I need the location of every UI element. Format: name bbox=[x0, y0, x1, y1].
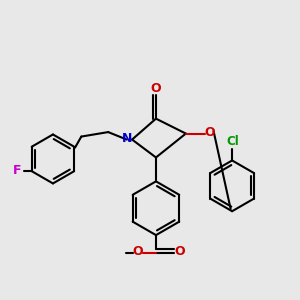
Text: O: O bbox=[204, 126, 215, 139]
Text: O: O bbox=[151, 82, 161, 95]
Text: N: N bbox=[122, 132, 132, 145]
Text: O: O bbox=[132, 245, 143, 258]
Text: O: O bbox=[175, 245, 185, 258]
Text: F: F bbox=[13, 164, 21, 177]
Text: Cl: Cl bbox=[226, 134, 239, 148]
